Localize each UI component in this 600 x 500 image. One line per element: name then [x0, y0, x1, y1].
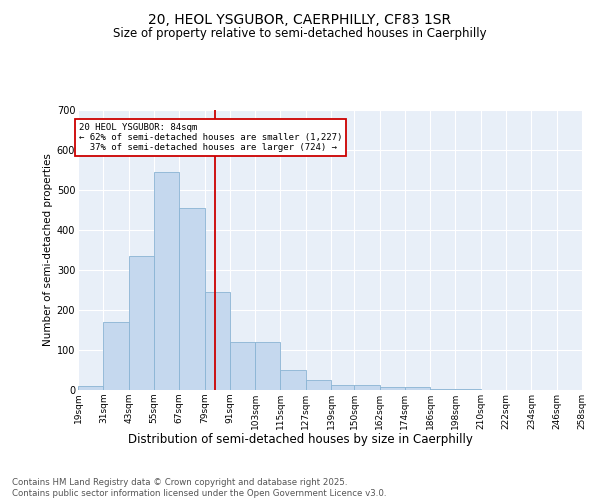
Bar — [128, 256, 154, 390]
Bar — [103, 322, 128, 390]
Bar — [154, 172, 179, 390]
Bar — [255, 342, 280, 390]
Bar — [306, 380, 331, 390]
Text: Size of property relative to semi-detached houses in Caerphilly: Size of property relative to semi-detach… — [113, 28, 487, 40]
Bar — [78, 386, 103, 390]
Bar — [380, 387, 405, 390]
Text: Contains HM Land Registry data © Crown copyright and database right 2025.
Contai: Contains HM Land Registry data © Crown c… — [12, 478, 386, 498]
Bar — [455, 389, 481, 390]
Text: Distribution of semi-detached houses by size in Caerphilly: Distribution of semi-detached houses by … — [128, 432, 472, 446]
Bar — [354, 385, 380, 390]
Text: 20 HEOL YSGUBOR: 84sqm
← 62% of semi-detached houses are smaller (1,227)
  37% o: 20 HEOL YSGUBOR: 84sqm ← 62% of semi-det… — [79, 122, 342, 152]
Bar — [230, 342, 255, 390]
Bar — [430, 389, 455, 390]
Text: 20, HEOL YSGUBOR, CAERPHILLY, CF83 1SR: 20, HEOL YSGUBOR, CAERPHILLY, CF83 1SR — [148, 12, 452, 26]
Bar — [179, 208, 205, 390]
Bar — [280, 370, 306, 390]
Bar — [331, 385, 354, 390]
Bar — [405, 387, 430, 390]
Y-axis label: Number of semi-detached properties: Number of semi-detached properties — [43, 154, 53, 346]
Bar — [205, 292, 230, 390]
